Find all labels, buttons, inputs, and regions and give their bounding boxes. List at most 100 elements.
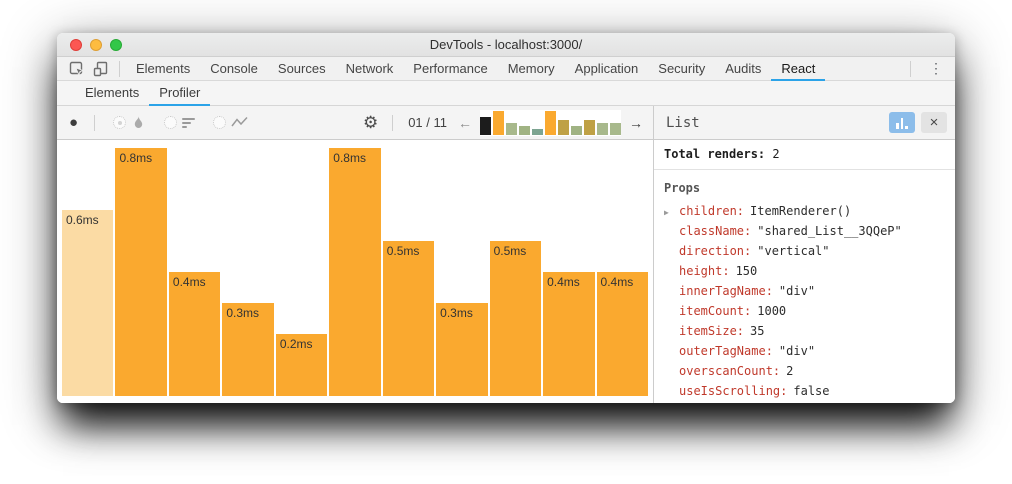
flame-bar[interactable]: 0.8ms: [115, 148, 166, 396]
mini-bar[interactable]: [597, 123, 608, 135]
flame-bar-label: 0.4ms: [547, 275, 580, 289]
selected-component-name: List: [666, 115, 883, 131]
prop-row[interactable]: className: "shared_List__3QQeP": [664, 221, 945, 241]
prop-row[interactable]: innerTagName: "div": [664, 281, 945, 301]
prop-row[interactable]: overscanCount: 2: [664, 361, 945, 381]
prop-row[interactable]: outerTagName: "div": [664, 341, 945, 361]
flame-bar-label: 0.4ms: [173, 275, 206, 289]
mini-bar[interactable]: [519, 126, 530, 135]
flame-icon: [131, 115, 146, 131]
tab-security[interactable]: Security: [648, 57, 715, 81]
record-button[interactable]: ●: [65, 115, 82, 130]
devtools-window: DevTools - localhost:3000/ Elements Cons…: [57, 33, 955, 403]
tab-sources[interactable]: Sources: [268, 57, 336, 81]
flame-bar[interactable]: 0.2ms: [276, 334, 327, 396]
ranked-chart-icon: [182, 118, 195, 128]
gear-icon[interactable]: ⚙: [361, 114, 380, 131]
flame-bar-label: 0.8ms: [119, 151, 152, 165]
divider: [94, 115, 95, 131]
mode-flamegraph[interactable]: [113, 115, 146, 131]
prev-commit-icon[interactable]: ←: [456, 116, 474, 130]
mini-bar[interactable]: [584, 120, 595, 135]
zoom-window-button[interactable]: [110, 39, 122, 51]
subtab-elements[interactable]: Elements: [75, 81, 149, 106]
tab-audits[interactable]: Audits: [715, 57, 771, 81]
mini-bar[interactable]: [506, 123, 517, 135]
subtab-profiler[interactable]: Profiler: [149, 81, 210, 106]
ranked-radio[interactable]: [164, 116, 177, 129]
mode-ranked[interactable]: [164, 116, 195, 129]
divider: [119, 61, 120, 77]
flame-bar[interactable]: 0.3ms: [222, 303, 273, 396]
kebab-menu-icon[interactable]: ⋮: [917, 60, 955, 77]
prop-row[interactable]: height: 150: [664, 261, 945, 281]
view-rendered-chart-button[interactable]: [889, 112, 915, 133]
flame-bar-label: 0.6ms: [66, 213, 99, 227]
tab-react[interactable]: React: [771, 57, 825, 81]
inspect-element-icon[interactable]: [65, 58, 89, 80]
tab-elements[interactable]: Elements: [126, 57, 200, 81]
mini-bar[interactable]: [532, 129, 543, 135]
close-icon: ×: [930, 115, 939, 130]
divider: [910, 61, 911, 77]
flame-bar[interactable]: 0.4ms: [169, 272, 220, 396]
total-renders-label: Total renders:: [664, 147, 765, 161]
mini-bar[interactable]: [493, 111, 504, 135]
devtools-tab-bar: Elements Console Sources Network Perform…: [57, 57, 955, 81]
flame-bar-label: 0.8ms: [333, 151, 366, 165]
props-section: Props ▶ children: ItemRenderer() classNa…: [654, 170, 955, 403]
flame-bar-label: 0.4ms: [601, 275, 634, 289]
flame-bar-label: 0.5ms: [387, 244, 420, 258]
tab-performance[interactable]: Performance: [403, 57, 497, 81]
prop-row[interactable]: direction: "vertical": [664, 241, 945, 261]
expander-icon[interactable]: ▶: [664, 203, 679, 223]
total-renders-value: 2: [772, 147, 779, 161]
next-commit-icon[interactable]: →: [627, 116, 645, 130]
interactions-radio[interactable]: [213, 116, 226, 129]
flame-bar-label: 0.3ms: [226, 306, 259, 320]
prop-row[interactable]: ▶ children: ItemRenderer(): [664, 201, 945, 221]
mini-bar[interactable]: [558, 120, 569, 135]
commit-flamegraph: 0.6ms 0.8ms 0.4ms 0.3ms 0.2ms 0.8ms 0.5m…: [57, 140, 654, 403]
bar-chart-icon: [896, 117, 908, 129]
flame-bar-label: 0.3ms: [440, 306, 473, 320]
flamegraph-radio[interactable]: [113, 116, 126, 129]
prop-row[interactable]: itemSize: 35: [664, 321, 945, 341]
total-renders: Total renders: 2: [654, 140, 955, 170]
mini-bar[interactable]: [545, 111, 556, 135]
tab-network[interactable]: Network: [336, 57, 404, 81]
flame-bar-label: 0.2ms: [280, 337, 313, 351]
divider: [392, 115, 393, 131]
mini-bar[interactable]: [610, 123, 621, 135]
flame-bar[interactable]: 0.4ms: [543, 272, 594, 396]
close-window-button[interactable]: [70, 39, 82, 51]
prop-row[interactable]: itemCount: 1000: [664, 301, 945, 321]
commit-pager: 01 / 11: [405, 115, 450, 130]
flame-bar[interactable]: 0.3ms: [436, 303, 487, 396]
toggle-device-toolbar-icon[interactable]: [89, 58, 113, 80]
flame-bar[interactable]: 0.4ms: [597, 272, 648, 396]
flame-bar[interactable]: 0.5ms: [490, 241, 541, 396]
mini-bar[interactable]: [480, 117, 491, 135]
mode-interactions[interactable]: [213, 116, 248, 129]
react-subtab-bar: Elements Profiler: [57, 81, 955, 106]
flame-bar[interactable]: 0.5ms: [383, 241, 434, 396]
tab-application[interactable]: Application: [565, 57, 649, 81]
close-panel-button[interactable]: ×: [921, 112, 947, 133]
profiler-toolbar: ● ⚙ 01 / 11 ←: [57, 106, 654, 139]
profiler-content: 0.6ms 0.8ms 0.4ms 0.3ms 0.2ms 0.8ms 0.5m…: [57, 140, 955, 403]
tab-console[interactable]: Console: [200, 57, 268, 81]
component-details-panel: Total renders: 2 Props ▶ children: ItemR…: [654, 140, 955, 403]
traffic-lights: [70, 39, 122, 51]
interactions-chart-icon: [231, 116, 248, 129]
flame-bar[interactable]: 0.8ms: [329, 148, 380, 396]
tab-memory[interactable]: Memory: [498, 57, 565, 81]
minimize-window-button[interactable]: [90, 39, 102, 51]
prop-row[interactable]: width: 300: [664, 401, 945, 403]
profiler-toolbar-row: ● ⚙ 01 / 11 ←: [57, 106, 955, 140]
flame-bar[interactable]: 0.6ms: [62, 210, 113, 396]
commit-selector-minichart[interactable]: [480, 110, 621, 136]
mini-bar[interactable]: [571, 126, 582, 135]
selected-component-header: List ×: [654, 106, 955, 139]
prop-row[interactable]: useIsScrolling: false: [664, 381, 945, 401]
